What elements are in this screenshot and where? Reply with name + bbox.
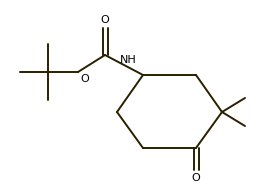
Text: O: O: [101, 15, 109, 25]
Text: O: O: [80, 74, 89, 84]
Text: NH: NH: [120, 55, 136, 65]
Text: O: O: [192, 173, 200, 183]
